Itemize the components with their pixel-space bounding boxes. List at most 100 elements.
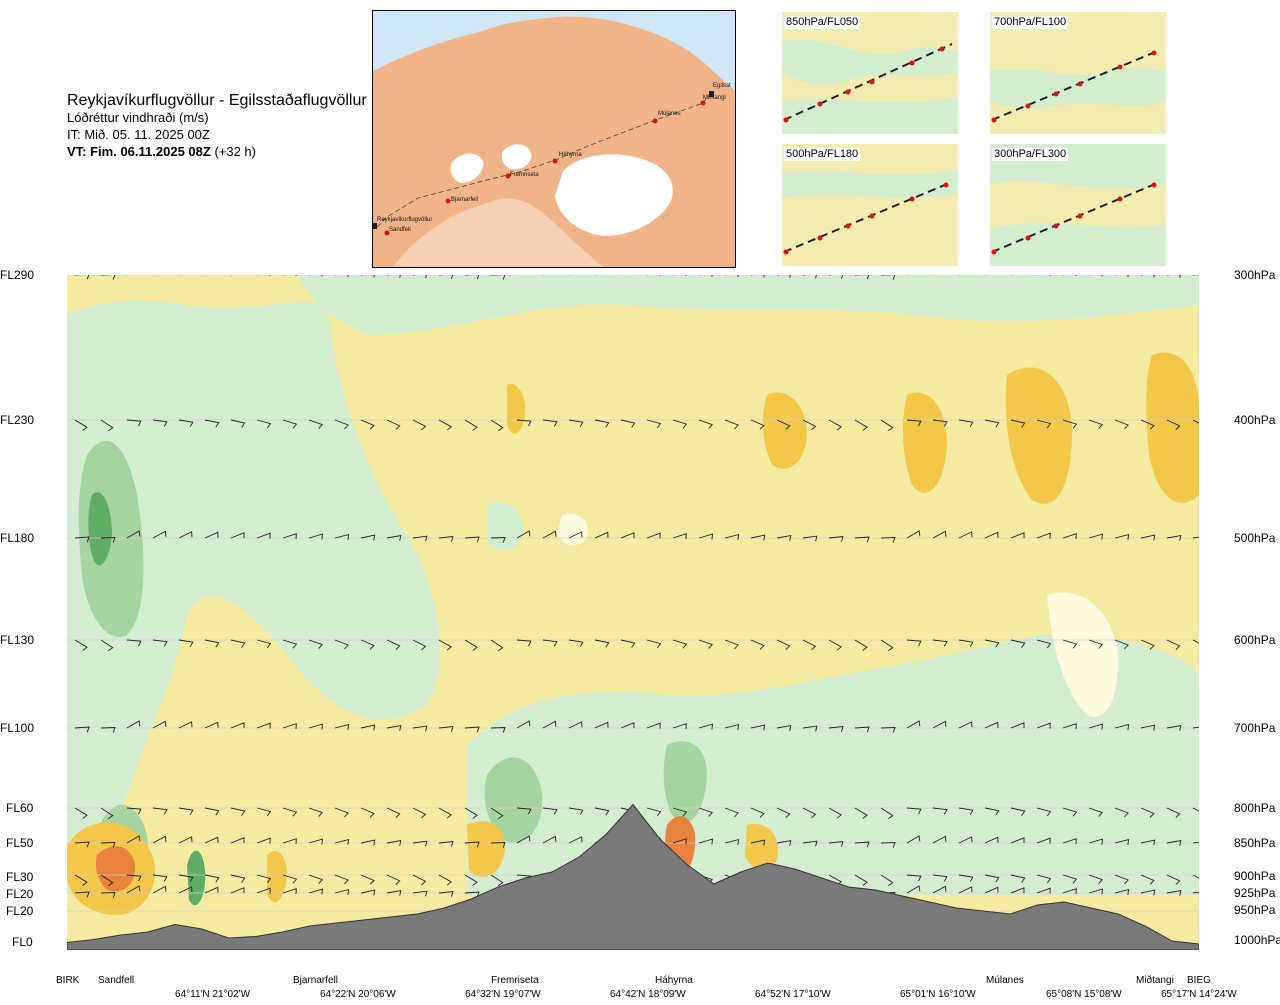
wind-barb <box>282 639 298 649</box>
wind-barb <box>256 837 271 844</box>
wind-barb <box>308 888 324 895</box>
wind-barb <box>1062 419 1078 429</box>
wind-barb <box>542 639 558 647</box>
wind-barb <box>542 419 558 427</box>
wind-barb <box>308 807 323 817</box>
wind-barb <box>490 874 504 887</box>
wind-barb <box>906 639 922 647</box>
wind-barb <box>178 836 193 844</box>
wind-barb <box>776 840 792 846</box>
wind-barb <box>1036 807 1052 817</box>
wind-barb <box>776 725 792 731</box>
wind-barb <box>334 724 350 730</box>
wind-barb <box>802 419 817 431</box>
wind-barb <box>74 536 90 543</box>
terrain-profile <box>67 803 1199 950</box>
wind-barb <box>1192 639 1199 644</box>
wind-barb <box>568 531 583 539</box>
thumb-500-svg <box>782 144 958 266</box>
wind-barb <box>620 639 636 648</box>
wind-barb <box>1114 534 1130 540</box>
wind-barb <box>776 639 791 650</box>
wind-barb <box>1114 839 1130 845</box>
wind-barb <box>906 530 921 539</box>
wind-barb <box>1192 419 1199 424</box>
wind-barb <box>360 807 375 818</box>
wind-barb <box>1062 874 1078 884</box>
wind-barb <box>126 639 142 647</box>
wind-barb <box>126 835 141 844</box>
wind-barb <box>1010 639 1026 648</box>
wind-barb <box>958 807 974 816</box>
wind-barb <box>1010 837 1025 844</box>
wind-barb <box>230 532 245 539</box>
thumb-850-svg <box>782 12 958 134</box>
hpa-label-925: 925hPa <box>1234 886 1276 900</box>
wind-barb <box>854 874 868 886</box>
wind-barb <box>152 720 167 729</box>
wind-barb <box>74 891 90 898</box>
wind-barb <box>751 275 765 278</box>
valid-offset: (+32 h) <box>214 144 256 159</box>
wind-barb <box>256 419 272 429</box>
wind-barb <box>620 722 635 729</box>
wind-barb <box>1010 419 1026 428</box>
wind-barb <box>932 885 947 894</box>
wind-barb <box>230 639 246 648</box>
wind-barb <box>490 842 506 848</box>
wind-barb <box>880 639 894 652</box>
wind-barb <box>958 721 973 729</box>
wind-barb <box>672 723 687 730</box>
wind-barb <box>230 722 245 729</box>
wind-barb <box>282 888 297 895</box>
wind-barb <box>1192 841 1199 844</box>
wind-barb <box>568 836 583 844</box>
thumb-850-label: 850hPa/FL050 <box>784 16 861 29</box>
wind-barb <box>152 874 168 882</box>
wind-barb <box>1114 724 1130 730</box>
wind-barb <box>932 419 948 427</box>
wind-barb <box>984 836 999 844</box>
wind-barb <box>152 885 167 894</box>
wind-barb <box>620 419 636 428</box>
wind-barb <box>1166 535 1182 541</box>
wind-barb <box>828 840 844 847</box>
wind-barb <box>1088 807 1103 817</box>
wind-barb <box>464 891 480 898</box>
wind-barb <box>1062 888 1077 895</box>
wind-barb <box>1140 839 1156 846</box>
wind-barb <box>1166 807 1181 818</box>
wind-barb <box>932 530 947 539</box>
wind-barb <box>256 887 271 894</box>
route-map: Reykjavíkurflugvöllur Sandfell Bjarnarfe… <box>372 10 736 268</box>
wind-barb <box>360 639 375 650</box>
wind-barb <box>412 807 427 819</box>
wind-barb <box>334 807 349 818</box>
wind-barb <box>334 534 350 540</box>
wind-barb <box>984 419 1000 428</box>
wind-barb <box>178 419 194 428</box>
wind-barb <box>725 275 739 277</box>
wind-barb <box>958 886 973 894</box>
wind-barb <box>906 807 922 815</box>
wind-barb <box>984 531 999 539</box>
wind-barb <box>724 419 739 430</box>
wind-barb <box>1036 837 1051 844</box>
map-label-hahyrna: Háhyrna <box>559 152 582 158</box>
map-label-midtangi: Miðtangi <box>703 94 726 101</box>
wind-barb <box>802 535 818 542</box>
wind-barb <box>802 725 818 732</box>
wind-barb <box>204 836 219 844</box>
wind-barb <box>594 639 610 648</box>
wind-barb <box>386 840 402 846</box>
map-point-fremriseta <box>505 173 511 179</box>
fl-label-100: FL100 <box>0 721 35 735</box>
wind-barb <box>828 725 844 732</box>
wind-barb <box>1114 889 1130 895</box>
wind-barb <box>334 639 349 650</box>
wind-barb <box>984 639 1000 648</box>
coord-3: 64°32'N 19°07'W <box>465 989 541 1000</box>
wind-barb <box>386 535 402 541</box>
map-waypoints <box>384 100 706 236</box>
wind-barb <box>178 639 194 648</box>
